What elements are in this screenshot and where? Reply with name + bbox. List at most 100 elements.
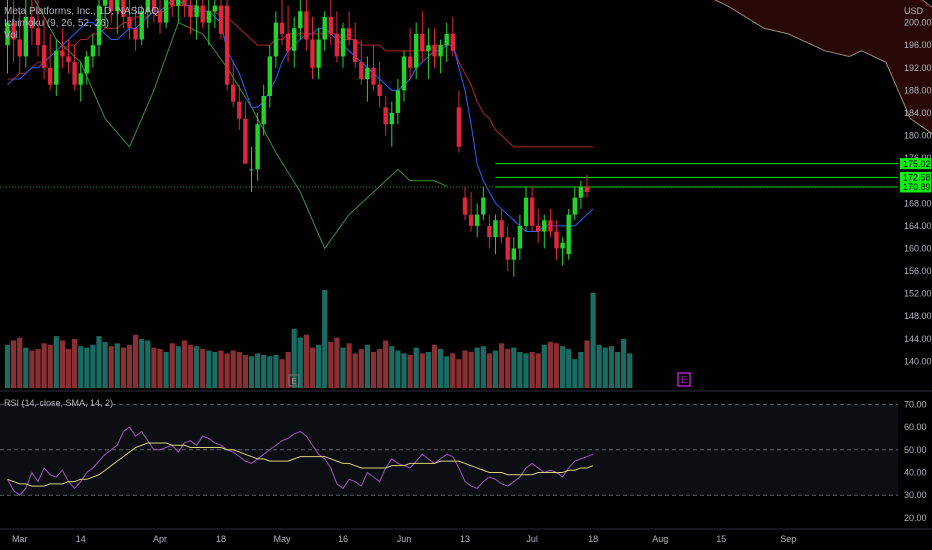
candle[interactable] bbox=[438, 39, 443, 74]
candle[interactable] bbox=[456, 90, 462, 153]
candle[interactable] bbox=[572, 186, 577, 221]
candle[interactable] bbox=[176, 0, 181, 23]
candle[interactable] bbox=[487, 214, 492, 249]
rsi-ma-line[interactable] bbox=[7, 442, 594, 487]
candle[interactable] bbox=[102, 0, 108, 29]
candle[interactable] bbox=[292, 16, 297, 68]
candle[interactable] bbox=[505, 225, 510, 272]
candle[interactable] bbox=[395, 79, 401, 125]
candle[interactable] bbox=[304, 0, 309, 51]
rsi-pane[interactable]: 20.00 30.00 40.00 50.00 60.00 70.00 bbox=[0, 390, 932, 523]
candle[interactable] bbox=[127, 0, 132, 40]
candle[interactable] bbox=[133, 5, 138, 51]
candle[interactable] bbox=[383, 96, 388, 136]
candle[interactable] bbox=[78, 62, 83, 102]
candle[interactable] bbox=[121, 0, 126, 29]
candle[interactable] bbox=[255, 112, 260, 181]
candle[interactable] bbox=[560, 237, 565, 266]
candle[interactable] bbox=[432, 28, 437, 68]
candle[interactable] bbox=[182, 0, 187, 17]
candle[interactable] bbox=[139, 5, 144, 46]
candle[interactable] bbox=[267, 45, 272, 108]
candle[interactable] bbox=[542, 214, 547, 249]
candle[interactable] bbox=[224, 0, 230, 91]
candle[interactable] bbox=[493, 214, 498, 255]
candle[interactable] bbox=[377, 62, 382, 108]
candle[interactable] bbox=[261, 84, 266, 136]
volume-legend[interactable]: Vol bbox=[4, 30, 18, 41]
candle[interactable] bbox=[359, 39, 364, 85]
candle[interactable] bbox=[96, 0, 102, 57]
candle[interactable] bbox=[243, 101, 248, 164]
candle[interactable] bbox=[450, 16, 455, 57]
candle[interactable] bbox=[420, 11, 425, 63]
candle[interactable] bbox=[340, 22, 346, 68]
horizontal-lines[interactable] bbox=[0, 163, 898, 188]
candle[interactable] bbox=[462, 186, 468, 221]
candle[interactable] bbox=[17, 11, 22, 74]
price-axis[interactable]: 140.00 144.00 148.00 152.00 156.00 160.00 164.… bbox=[904, 18, 932, 367]
candle[interactable] bbox=[584, 175, 590, 198]
symbol-title[interactable]: Meta Platforms, Inc., 1D, NASDAQ bbox=[4, 6, 160, 17]
candle[interactable] bbox=[48, 33, 53, 91]
candle[interactable] bbox=[444, 22, 449, 63]
candle[interactable] bbox=[298, 0, 303, 40]
candle[interactable] bbox=[279, 0, 285, 46]
candle[interactable] bbox=[407, 28, 413, 80]
candle[interactable] bbox=[529, 186, 535, 232]
candle[interactable] bbox=[481, 186, 486, 221]
candle[interactable] bbox=[475, 203, 480, 238]
candle[interactable] bbox=[163, 0, 169, 29]
time-axis[interactable]: Mar 14 Apr 18 May 16 Jun 13 Jul 18 Aug 15 Sep bbox=[0, 528, 932, 544]
candle[interactable] bbox=[157, 0, 163, 34]
candle[interactable] bbox=[90, 33, 96, 68]
candle[interactable] bbox=[60, 28, 65, 68]
candle[interactable] bbox=[322, 11, 327, 51]
candle[interactable] bbox=[115, 0, 120, 34]
candle[interactable] bbox=[285, 5, 291, 63]
candle[interactable] bbox=[468, 192, 474, 232]
candle[interactable] bbox=[212, 0, 218, 29]
candle[interactable] bbox=[414, 22, 419, 80]
candle[interactable] bbox=[206, 0, 211, 46]
candle[interactable] bbox=[517, 214, 523, 260]
ichimoku-legend[interactable]: Ichimoku (9, 26, 52, 26) bbox=[4, 18, 110, 29]
candle[interactable] bbox=[371, 45, 376, 91]
candle[interactable] bbox=[499, 208, 504, 243]
candle[interactable] bbox=[566, 208, 571, 260]
candle[interactable] bbox=[11, 0, 16, 63]
earnings-marker[interactable]: E bbox=[677, 372, 691, 387]
candle[interactable] bbox=[218, 0, 224, 40]
candlesticks[interactable]: EE bbox=[5, 0, 691, 387]
candle[interactable] bbox=[316, 28, 321, 80]
earnings-marker-past[interactable]: E bbox=[288, 374, 300, 387]
candle[interactable] bbox=[310, 16, 315, 80]
candle[interactable] bbox=[353, 22, 358, 68]
candle[interactable] bbox=[523, 186, 529, 232]
candle[interactable] bbox=[231, 62, 236, 108]
candle[interactable] bbox=[151, 0, 157, 23]
candle[interactable] bbox=[170, 0, 175, 17]
candle[interactable] bbox=[511, 237, 516, 277]
candle[interactable] bbox=[66, 39, 71, 74]
candle[interactable] bbox=[23, 0, 28, 68]
candle[interactable] bbox=[346, 11, 352, 46]
candle[interactable] bbox=[536, 208, 541, 243]
candle[interactable] bbox=[109, 0, 114, 23]
candle[interactable] bbox=[145, 0, 150, 29]
candle[interactable] bbox=[328, 0, 333, 46]
candle[interactable] bbox=[54, 39, 59, 96]
candle[interactable] bbox=[41, 16, 47, 80]
candle[interactable] bbox=[194, 0, 199, 40]
candle[interactable] bbox=[389, 101, 394, 147]
candle[interactable] bbox=[84, 50, 89, 85]
candle[interactable] bbox=[200, 0, 205, 29]
candle[interactable] bbox=[72, 45, 77, 91]
candle[interactable] bbox=[365, 56, 370, 102]
candle[interactable] bbox=[578, 180, 584, 209]
candle[interactable] bbox=[5, 0, 10, 74]
candle[interactable] bbox=[548, 208, 553, 238]
candle[interactable] bbox=[401, 50, 407, 102]
candle[interactable] bbox=[249, 146, 254, 192]
